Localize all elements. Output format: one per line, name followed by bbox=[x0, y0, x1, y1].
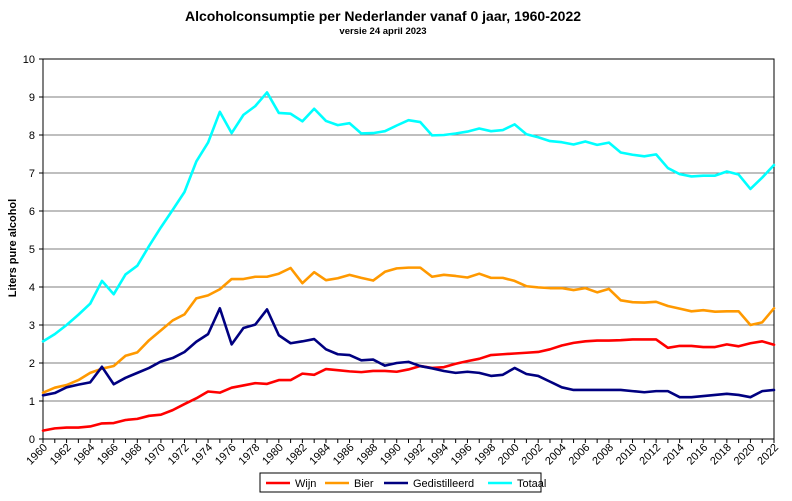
x-tick-label: 1990 bbox=[378, 442, 404, 468]
legend-label-gedistilleerd: Gedistilleerd bbox=[413, 478, 474, 490]
y-tick-label: 2 bbox=[29, 358, 35, 370]
y-tick-label: 5 bbox=[29, 244, 35, 256]
x-tick-label: 1970 bbox=[142, 442, 168, 468]
x-tick-label: 1982 bbox=[284, 442, 310, 468]
x-tick-label: 1988 bbox=[354, 442, 380, 468]
x-tick-label: 2014 bbox=[661, 442, 687, 468]
x-axis: 1960196219641966196819701972197419761978… bbox=[24, 439, 781, 467]
x-tick-label: 1964 bbox=[71, 442, 97, 468]
y-tick-label: 4 bbox=[29, 282, 35, 294]
x-tick-label: 1986 bbox=[331, 442, 357, 468]
legend: Wijn Bier Gedistilleerd Totaal bbox=[259, 472, 546, 493]
x-tick-label: 1992 bbox=[402, 442, 428, 468]
series-line-wijn bbox=[41, 338, 776, 432]
x-tick-label: 2012 bbox=[637, 442, 663, 468]
x-tick-label: 1994 bbox=[425, 442, 451, 468]
series-line-gedistilleerd bbox=[41, 306, 776, 399]
x-tick-label: 1998 bbox=[472, 442, 498, 468]
x-tick-label: 1968 bbox=[119, 442, 145, 468]
y-tick-label: 10 bbox=[23, 54, 35, 66]
series-line-totaal bbox=[41, 91, 776, 343]
y-tick-label: 1 bbox=[29, 396, 35, 408]
x-tick-label: 2020 bbox=[732, 442, 758, 468]
chart-title: Alcoholconsumptie per Nederlander vanaf … bbox=[185, 8, 581, 24]
x-tick-label: 2002 bbox=[520, 442, 546, 468]
legend-label-wijn: Wijn bbox=[295, 478, 316, 490]
x-tick-label: 2016 bbox=[685, 442, 711, 468]
x-tick-label: 1980 bbox=[260, 442, 286, 468]
x-tick-label: 1962 bbox=[48, 442, 74, 468]
x-tick-label: 1972 bbox=[166, 442, 192, 468]
x-tick-label: 1996 bbox=[449, 442, 475, 468]
y-tick-label: 3 bbox=[29, 320, 35, 332]
x-tick-label: 2022 bbox=[755, 442, 781, 468]
x-tick-label: 2008 bbox=[590, 442, 616, 468]
series-line-bier bbox=[41, 266, 776, 394]
x-tick-label: 1984 bbox=[307, 442, 333, 468]
chart-subtitle: versie 24 april 2023 bbox=[339, 26, 426, 37]
y-axis: 0 1 2 3 4 5 6 7 8 9 10 bbox=[23, 54, 43, 446]
x-tick-label: 1978 bbox=[237, 442, 263, 468]
x-tick-label: 1976 bbox=[213, 442, 239, 468]
x-tick-label: 2000 bbox=[496, 442, 522, 468]
legend-label-bier: Bier bbox=[354, 478, 374, 490]
y-axis-label: Liters pure alcohol bbox=[7, 199, 19, 297]
x-tick-label: 2018 bbox=[708, 442, 734, 468]
x-tick-label: 1966 bbox=[95, 442, 121, 468]
x-tick-label: 2006 bbox=[567, 442, 593, 468]
y-tick-label: 0 bbox=[29, 434, 35, 446]
y-tick-label: 9 bbox=[29, 92, 35, 104]
series-lines bbox=[41, 91, 776, 432]
legend-label-totaal: Totaal bbox=[517, 478, 546, 490]
x-tick-label: 2004 bbox=[543, 442, 569, 468]
y-tick-label: 8 bbox=[29, 130, 35, 142]
x-tick-label: 2010 bbox=[614, 442, 640, 468]
x-tick-label: 1974 bbox=[189, 442, 215, 468]
gridlines bbox=[43, 96, 774, 402]
y-tick-label: 7 bbox=[29, 168, 35, 180]
y-tick-label: 6 bbox=[29, 206, 35, 218]
